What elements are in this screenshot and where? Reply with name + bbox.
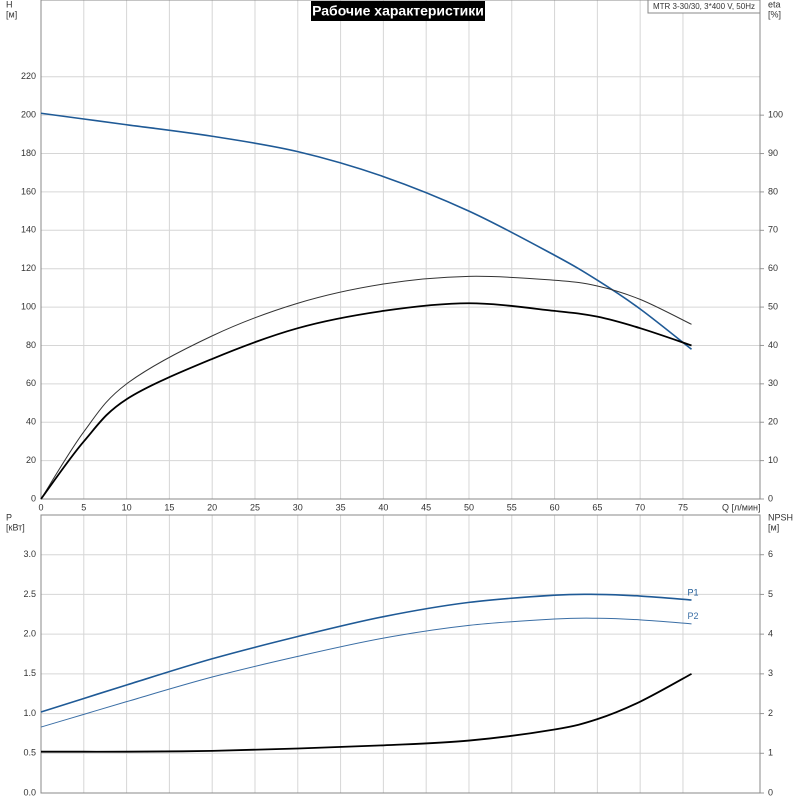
y2-tick-label: 0 (768, 493, 773, 503)
y2-unit: [%] (768, 9, 781, 19)
y2-tick-label: 60 (768, 263, 778, 273)
top-chart: 0 5 10 15 20 25 30 35 40 45 50 55 60 65 70 75 0 20 40 60 80 1… (21, 0, 783, 512)
curve (41, 673, 692, 753)
y2-tick-label: 5 (768, 589, 773, 599)
curve (40, 275, 692, 500)
x-tick-label: 65 (592, 502, 602, 512)
y2-tick-label: 30 (768, 378, 778, 388)
x-tick-label: 10 (122, 502, 132, 512)
chart-title: Рабочие характеристики (312, 3, 484, 19)
y2-tick-label: 90 (768, 148, 778, 158)
y-tick-label: 180 (21, 148, 36, 158)
x-tick-label: 30 (293, 502, 303, 512)
annotation-box (647, 0, 761, 14)
y-tick-label: 0.5 (23, 748, 36, 758)
x-tick-label: 40 (378, 502, 388, 512)
x-tick-label: 60 (550, 502, 560, 512)
curve (40, 112, 693, 350)
x-tick-label: 45 (421, 502, 431, 512)
x-tick-label: 55 (507, 502, 517, 512)
y-tick-label: 100 (21, 301, 36, 311)
y2-tick-label: 4 (768, 629, 773, 639)
plot-frame (40, 514, 761, 794)
y2-tick-label: 50 (768, 301, 778, 311)
y-tick-label: 0.0 (23, 787, 36, 797)
y2-tick-label: 10 (768, 455, 778, 465)
y2-label: eta (768, 0, 781, 9)
y2-tick-label: 1 (768, 748, 773, 758)
y2-label: NPSH (768, 512, 793, 522)
y2-unit: [м] (768, 522, 779, 532)
y2-tick-label: 100 (768, 110, 783, 120)
y2-tick-label: 70 (768, 225, 778, 235)
y2-tick-label: 0 (768, 787, 773, 797)
series-label: P2 (688, 611, 699, 621)
x-tick-label: 70 (635, 502, 645, 512)
x-tick-label: 35 (336, 502, 346, 512)
y-tick-label: 0 (31, 493, 36, 503)
x-tick-label: 25 (250, 502, 260, 512)
y-tick-label: 220 (21, 71, 36, 81)
y2-tick-label: 2 (768, 708, 773, 718)
y-unit: [м] (6, 9, 17, 19)
x-tick-label: 20 (207, 502, 217, 512)
y-tick-label: 2.0 (23, 629, 36, 639)
y2-tick-label: 20 (768, 417, 778, 427)
y-tick-label: 20 (26, 455, 36, 465)
series-label: P1 (688, 587, 699, 597)
title-box (311, 1, 485, 21)
y2-tick-label: 6 (768, 549, 773, 559)
y-tick-label: 200 (21, 110, 36, 120)
y-unit: [кВт] (6, 522, 25, 532)
y-tick-label: 40 (26, 417, 36, 427)
y-tick-label: 60 (26, 378, 36, 388)
annotation: MTR 3-30/30, 3*400 V, 50Hz (653, 2, 755, 11)
y-tick-label: 80 (26, 340, 36, 350)
x-tick-label: 5 (81, 502, 86, 512)
y-tick-label: 2.5 (23, 589, 36, 599)
y-label: P (6, 512, 12, 522)
x-tick-label: 50 (464, 502, 474, 512)
x-tick-label: 75 (678, 502, 688, 512)
x-label: Q [л/мин] (722, 502, 760, 512)
x-tick-label: 15 (164, 502, 174, 512)
y2-tick-label: 40 (768, 340, 778, 350)
y-tick-label: 140 (21, 225, 36, 235)
x-tick-label: 0 (38, 502, 43, 512)
y-tick-label: 3.0 (23, 549, 36, 559)
y-tick-label: 1.5 (23, 668, 36, 678)
curve (40, 593, 692, 713)
curve (40, 302, 692, 500)
y-tick-label: 1.0 (23, 708, 36, 718)
plot-frame (40, 0, 761, 500)
y-tick-label: 120 (21, 263, 36, 273)
y-tick-label: 160 (21, 186, 36, 196)
y-label: H (6, 0, 13, 9)
bottom-chart: 0.0 0.5 1.0 1.5 2.0 2.5 3.0 0 1 2 3 4 5 6 P1 P2 (23, 514, 773, 797)
y2-tick-label: 3 (768, 668, 773, 678)
y2-tick-label: 80 (768, 186, 778, 196)
curve (40, 617, 692, 728)
